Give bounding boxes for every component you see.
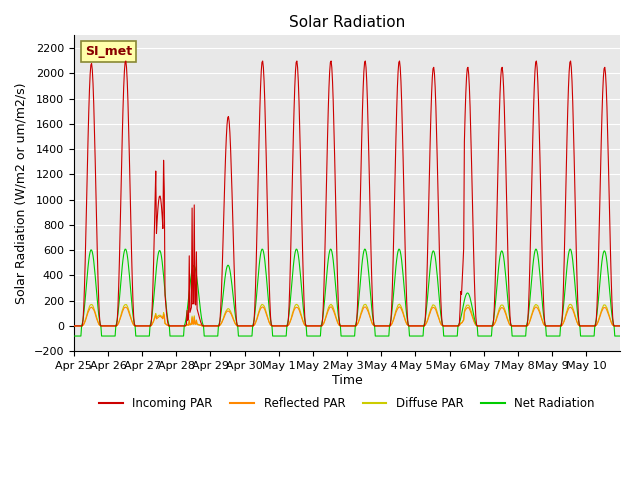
X-axis label: Time: Time [332,374,362,387]
Title: Solar Radiation: Solar Radiation [289,15,405,30]
Text: SI_met: SI_met [84,45,132,58]
Y-axis label: Solar Radiation (W/m2 or um/m2/s): Solar Radiation (W/m2 or um/m2/s) [15,83,28,304]
Legend: Incoming PAR, Reflected PAR, Diffuse PAR, Net Radiation: Incoming PAR, Reflected PAR, Diffuse PAR… [95,392,600,415]
